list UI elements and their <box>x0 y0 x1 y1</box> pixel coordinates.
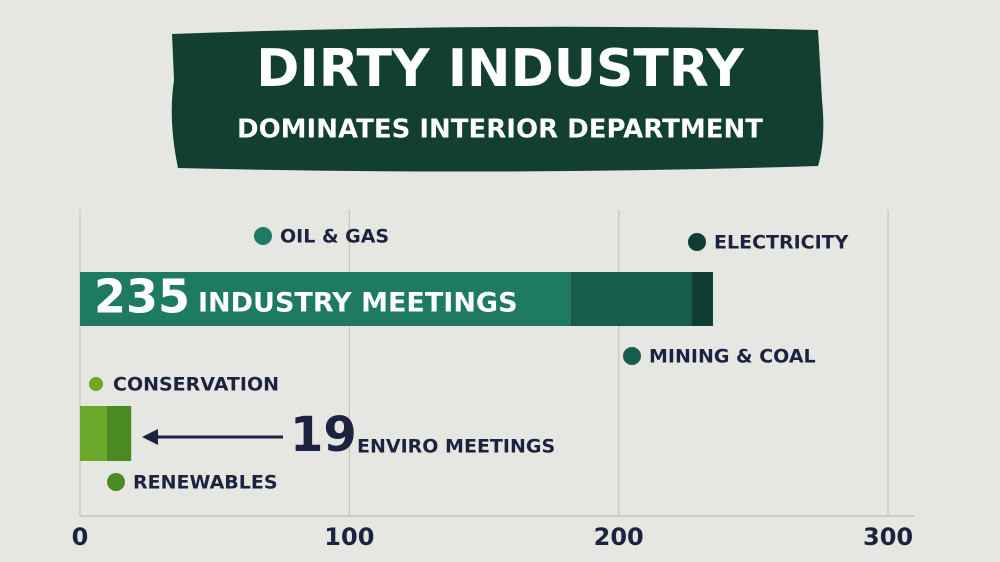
bar-segment <box>691 272 713 326</box>
total-label: 235 <box>94 270 190 324</box>
total-label: 19 <box>290 407 357 463</box>
category-label: INDUSTRY MEETINGS <box>198 288 518 319</box>
bar-segment <box>80 272 571 326</box>
category-label: ENVIRO MEETINGS <box>357 436 555 458</box>
bars <box>80 272 713 461</box>
x-tick-label: 100 <box>324 523 374 551</box>
bar-segment <box>570 272 692 326</box>
legend-label: OIL & GAS <box>280 226 389 248</box>
bar-segment <box>80 406 107 461</box>
legend-dot <box>107 473 125 491</box>
legend-label: MINING & COAL <box>649 346 816 368</box>
legend-dot <box>623 347 641 365</box>
x-tick-label: 300 <box>863 523 913 551</box>
legend-label: ELECTRICITY <box>714 232 849 254</box>
legend-dot <box>254 227 272 245</box>
chart-subtitle: DOMINATES INTERIOR DEPARTMENT <box>237 115 763 145</box>
grid <box>79 210 915 517</box>
chart-title: DIRTY INDUSTRY <box>256 39 745 99</box>
bar-segment <box>106 406 132 461</box>
legend-label: RENEWABLES <box>133 472 278 494</box>
x-tick-label: 200 <box>594 523 644 551</box>
title-banner <box>171 26 824 172</box>
legend-dot <box>89 377 103 391</box>
legend-dot <box>688 233 706 251</box>
legend-label: CONSERVATION <box>113 374 279 396</box>
arrow-head <box>142 429 158 445</box>
x-tick-label: 0 <box>72 523 89 551</box>
